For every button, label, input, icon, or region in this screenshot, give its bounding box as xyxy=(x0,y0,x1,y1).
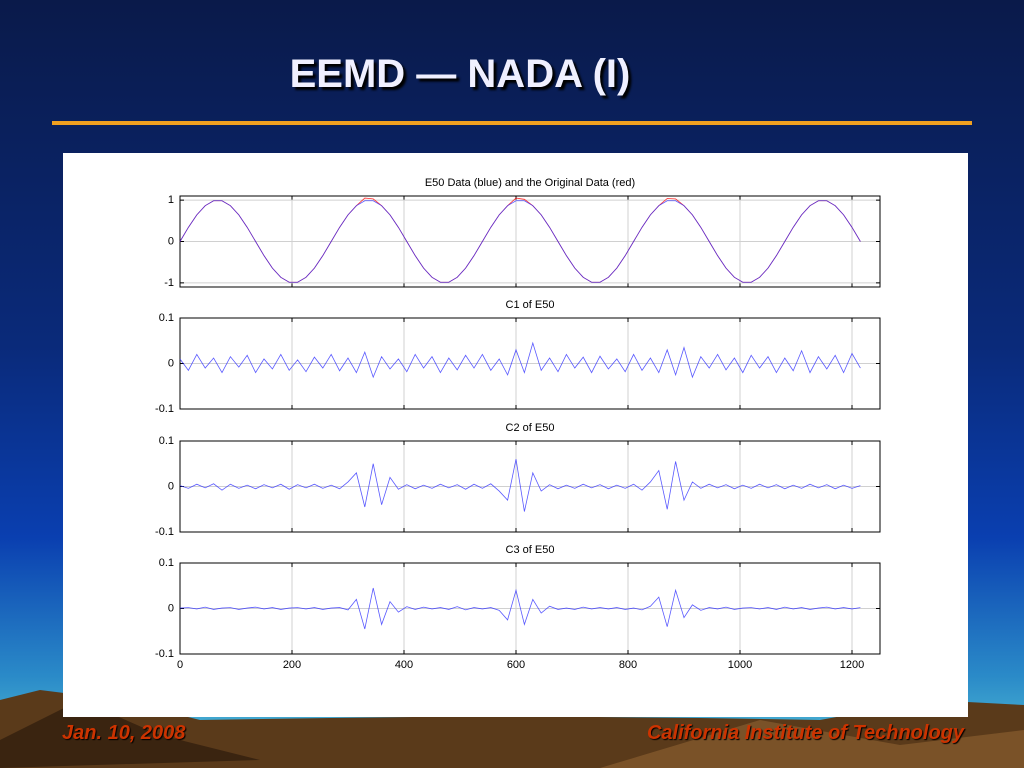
y-tick-label: -0.1 xyxy=(155,403,174,415)
series-line xyxy=(179,341,861,379)
plot-frame xyxy=(179,440,881,533)
y-tick-label: 0 xyxy=(168,480,174,492)
y-tick-label: 0.1 xyxy=(159,557,174,569)
slide-title: EEMD — NADA (I) xyxy=(289,52,631,96)
x-tick-label: 600 xyxy=(507,659,525,671)
panel-title: C1 of E50 xyxy=(506,299,555,311)
panel-title: C3 of E50 xyxy=(506,544,555,556)
y-tick-label: -0.1 xyxy=(155,526,174,538)
y-tick-label: 0 xyxy=(168,357,174,369)
series-line xyxy=(179,200,861,283)
x-tick-label: 1200 xyxy=(840,659,864,671)
y-tick-label: -0.1 xyxy=(155,648,174,660)
series-line xyxy=(179,197,861,283)
figure-panel: E50 Data (blue) and the Original Data (r… xyxy=(63,153,968,717)
panel-title: C2 of E50 xyxy=(506,422,555,434)
chart: E50 Data (blue) and the Original Data (r… xyxy=(155,177,881,671)
y-tick-label: 0.1 xyxy=(159,312,174,324)
footer-date: Jan. 10, 2008 xyxy=(62,722,186,744)
y-tick-label: 0 xyxy=(168,235,174,247)
footer-institution: California Institute of Technology xyxy=(646,722,964,744)
plot-frame xyxy=(179,562,881,655)
y-tick-label: 1 xyxy=(168,194,174,206)
panel-title: E50 Data (blue) and the Original Data (r… xyxy=(425,177,635,189)
y-tick-label: 0 xyxy=(168,602,174,614)
x-tick-label: 800 xyxy=(619,659,637,671)
y-tick-label: 0.1 xyxy=(159,435,174,447)
plot-frame xyxy=(179,317,881,410)
x-tick-label: 200 xyxy=(283,659,301,671)
series-line xyxy=(179,587,861,630)
x-tick-label: 400 xyxy=(395,659,413,671)
title-rule xyxy=(52,121,972,125)
x-tick-label: 1000 xyxy=(728,659,752,671)
y-tick-label: -1 xyxy=(164,277,174,289)
series-line xyxy=(179,459,861,512)
x-tick-label: 0 xyxy=(177,659,183,671)
